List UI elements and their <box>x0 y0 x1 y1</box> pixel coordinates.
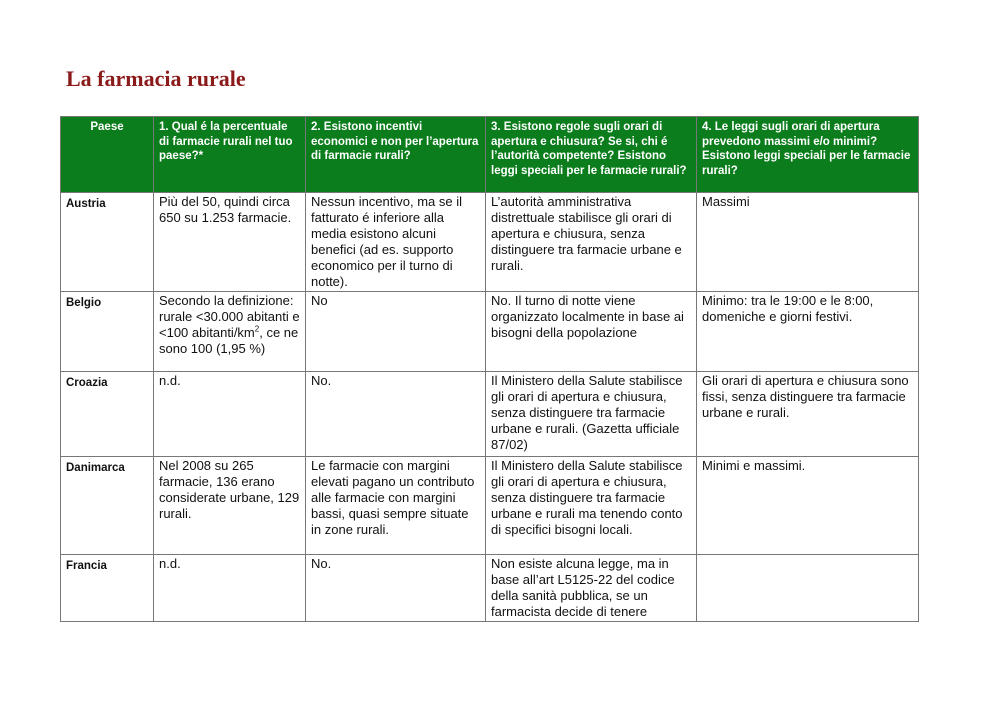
table-row: Austria Più del 50, quindi circa 650 su … <box>60 192 919 292</box>
country-cell: Austria <box>60 192 154 292</box>
q4-cell: Massimi <box>696 192 919 292</box>
q4-cell <box>696 554 919 622</box>
header-q3: 3. Esistono regole sugli orari di apertu… <box>485 116 697 193</box>
q4-cell: Minimi e massimi. <box>696 456 919 555</box>
q2-cell: Nessun incentivo, ma se il fatturato é i… <box>305 192 486 292</box>
page-title: La farmacia rurale <box>66 66 246 91</box>
rural-pharmacy-table: Paese 1. Qual é la percentuale di farmac… <box>60 116 919 622</box>
country-cell: Francia <box>60 554 154 622</box>
q3-cell: Il Ministero della Salute stabilisce gli… <box>485 456 697 555</box>
q1-cell: n.d. <box>153 371 306 457</box>
table-row: Francia n.d. No. Non esiste alcuna legge… <box>60 554 919 622</box>
q3-cell: L’autorità amministrativa distrettuale s… <box>485 192 697 292</box>
q3-text: Non esiste alcuna legge, ma in base all’… <box>491 556 675 619</box>
q3-cell: Il Ministero della Salute stabilisce gli… <box>485 371 697 457</box>
table-row: Belgio Secondo la definizione: rurale <3… <box>60 291 919 372</box>
header-row: Paese 1. Qual é la percentuale di farmac… <box>60 116 919 193</box>
q2-cell: No. <box>305 371 486 457</box>
q3-cell: No. Il turno di notte viene organizzato … <box>485 291 697 372</box>
header-q1: 1. Qual é la percentuale di farmacie rur… <box>153 116 306 193</box>
header-q2: 2. Esistono incentivi economici e non pe… <box>305 116 486 193</box>
q4-cell: Minimo: tra le 19:00 e le 8:00, domenich… <box>696 291 919 372</box>
q1-text-a: Secondo la definizione: rurale <30.000 a… <box>159 293 300 340</box>
q2-cell: No <box>305 291 486 372</box>
table-row: Danimarca Nel 2008 su 265 farmacie, 136 … <box>60 456 919 555</box>
q4-cell: Gli orari di apertura e chiusura sono fi… <box>696 371 919 457</box>
q1-text-b: , ce ne sono 100 (1,95 %) <box>159 325 299 356</box>
q1-cell: Secondo la definizione: rurale <30.000 a… <box>153 291 306 372</box>
q1-cell: n.d. <box>153 554 306 622</box>
q1-cell: Più del 50, quindi circa 650 su 1.253 fa… <box>153 192 306 292</box>
table-row: Croazia n.d. No. Il Ministero della Salu… <box>60 371 919 457</box>
country-cell: Danimarca <box>60 456 154 555</box>
header-q4: 4. Le leggi sugli orari di apertura prev… <box>696 116 919 193</box>
country-cell: Croazia <box>60 371 154 457</box>
country-cell: Belgio <box>60 291 154 372</box>
q2-cell: Le farmacie con margini elevati pagano u… <box>305 456 486 555</box>
q1-cell: Nel 2008 su 265 farmacie, 136 erano cons… <box>153 456 306 555</box>
q1-superscript: 2 <box>254 324 260 334</box>
q3-cell: Non esiste alcuna legge, ma in base all’… <box>485 554 697 622</box>
q2-cell: No. <box>305 554 486 622</box>
header-paese: Paese <box>60 116 154 193</box>
